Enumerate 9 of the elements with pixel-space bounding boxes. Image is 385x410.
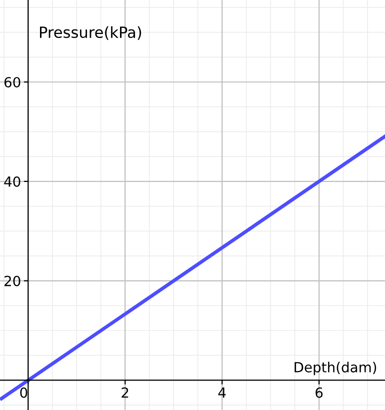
x-tick-label: 4 [218, 388, 226, 398]
x-tick-label: 2 [122, 387, 128, 398]
y-tick-label: 20 [4, 276, 20, 286]
x-tick-label: 0 [20, 387, 28, 398]
x-tick-label: 6 [316, 387, 323, 398]
y-tick-label: 40 [4, 176, 20, 187]
y-axis-title: Pressure(kPa) [40, 26, 142, 40]
x-axis-title: Depth(dam) [294, 362, 376, 376]
y-tick-label: 60 [4, 76, 20, 88]
